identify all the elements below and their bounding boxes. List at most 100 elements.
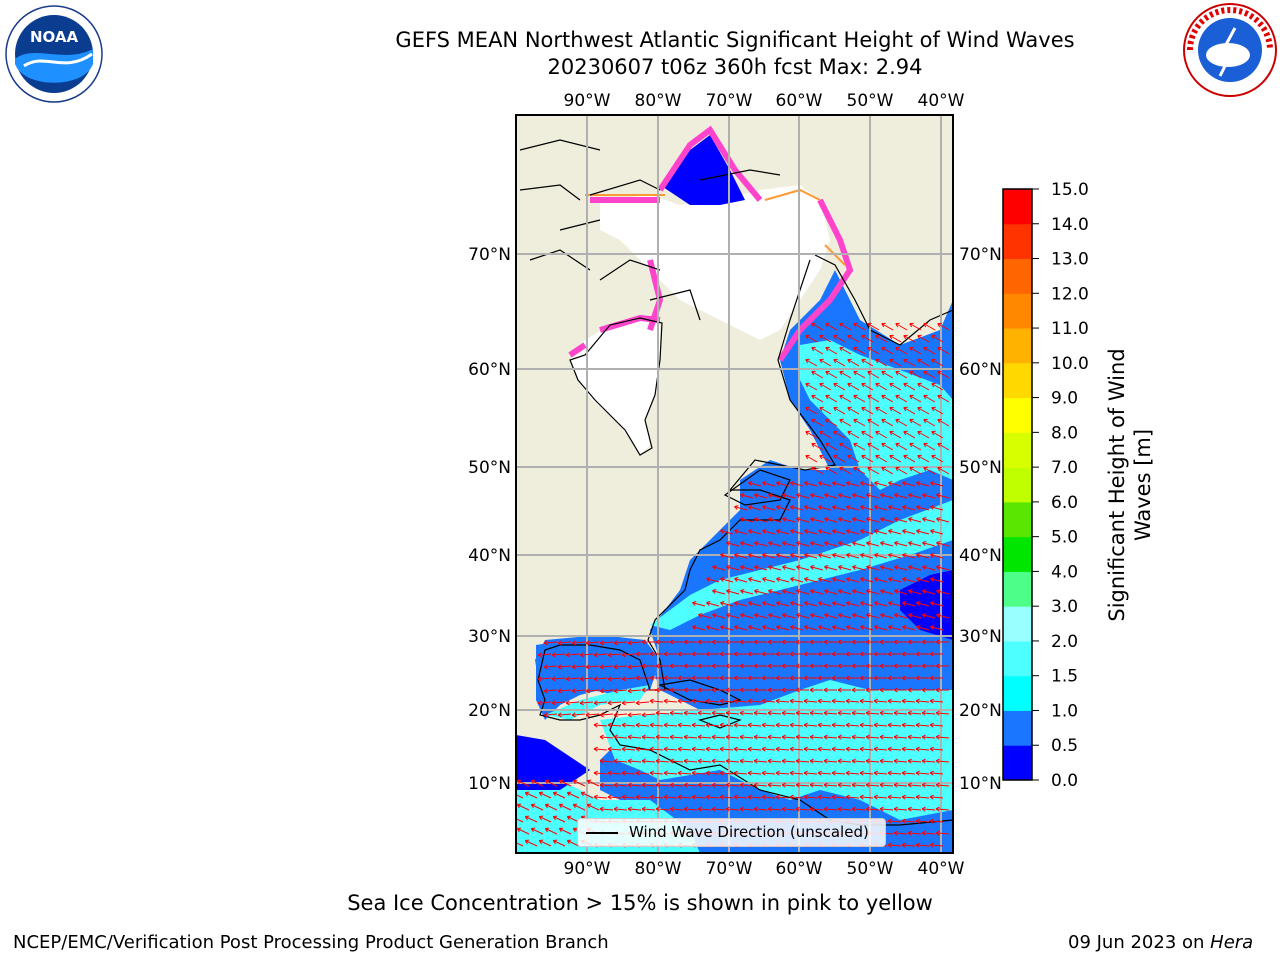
wind-wave-arrow [537,652,552,658]
wind-wave-arrow [818,601,832,607]
wind-wave-arrow [937,370,950,379]
lat-label-left: 40°N [468,546,511,566]
wind-wave-arrow [818,505,832,511]
wind-wave-arrow [894,517,908,523]
wind-wave-arrow [889,334,902,343]
wind-wave-arrow [805,358,818,367]
wind-wave-arrow [697,782,712,788]
wind-wave-arrow [901,675,915,681]
wind-wave-arrow [832,553,846,559]
wind-wave-arrow [833,334,846,343]
wind-wave-arrow [805,454,818,463]
wind-wave-arrow [768,541,782,547]
wind-wave-arrow [810,493,824,499]
wind-wave-arrow [748,481,762,487]
colorbar-tick-label: 3.0 [1051,597,1078,617]
wind-wave-arrow [881,394,894,403]
wind-wave-arrow [851,758,866,764]
wind-wave-arrow [677,746,692,752]
wind-wave-arrow [923,394,936,403]
wind-wave-arrow [767,806,782,812]
lat-label-right: 60°N [959,360,1002,380]
wind-wave-arrow [761,675,775,681]
wind-wave-arrow [824,541,838,547]
wind-wave-arrow [831,675,845,681]
wind-wave-arrow [551,652,566,658]
wind-wave-arrow [879,639,893,645]
wind-wave-arrow [922,493,936,499]
wind-wave-arrow [776,529,790,535]
wind-wave-arrow [719,651,733,657]
wind-wave-arrow [819,406,832,415]
wind-wave-arrow [923,418,936,427]
wind-wave-arrow [811,466,824,475]
wind-wave-arrow [937,418,950,427]
wind-wave-arrow [879,782,894,788]
wind-wave-arrow [922,613,936,619]
wind-wave-arrow [866,493,880,499]
wind-wave-arrow [881,418,894,427]
wind-wave-arrow [915,651,929,657]
wind-wave-arrow [761,651,775,657]
wind-wave-arrow [705,770,720,776]
wind-wave-arrow [916,625,930,631]
wind-wave-arrow [916,553,930,559]
wind-wave-arrow [875,334,888,343]
wind-wave-arrow [795,758,810,764]
wind-wave-arrow [747,794,762,800]
wind-wave-arrow [851,687,865,693]
wind-wave-arrow [762,505,776,511]
legend-label: Wind Wave Direction (unscaled) [629,823,869,841]
wind-wave-arrow [880,565,894,571]
wind-wave-arrow [613,664,628,670]
lon-label-bottom: 50°W [847,859,894,879]
noaa-logo-text: NOAA [30,28,79,46]
wind-wave-arrow [930,601,944,607]
wind-wave-arrow [753,782,768,788]
wind-wave-arrow [734,529,748,535]
wind-wave-arrow [558,827,572,835]
colorbar-segment [1003,501,1032,538]
wind-wave-arrow [875,406,888,415]
wind-wave-arrow [838,517,852,523]
wind-wave-arrow [937,442,950,451]
wind-wave-arrow [768,589,782,595]
wind-wave-arrow [922,541,936,547]
wind-wave-arrow [824,613,838,619]
wind-wave-arrow [865,639,879,645]
wind-wave-arrow [879,758,894,764]
wind-wave-arrow [895,466,908,475]
wind-wave-arrow [887,651,901,657]
wind-wave-arrow [805,406,818,415]
wind-wave-arrow [795,639,809,645]
wind-wave-arrow [888,505,902,511]
wind-wave-arrow [804,481,818,487]
wind-wave-arrow [832,505,846,511]
wind-wave-arrow [845,675,859,681]
wind-wave-arrow [902,601,916,607]
wind-wave-arrow [852,589,866,595]
wind-wave-arrow [915,770,930,776]
wind-wave-arrow [706,625,720,631]
wind-wave-arrow [837,734,852,740]
wind-wave-arrow [641,687,655,693]
wind-wave-arrow [839,322,852,331]
wind-wave-arrow [823,663,837,669]
wind-wave-arrow [852,565,866,571]
wind-wave-arrow [627,640,642,646]
wind-wave-arrow [908,517,922,523]
wind-wave-arrow [697,806,712,812]
wind-wave-arrow [853,442,866,451]
wind-wave-arrow [937,394,950,403]
wind-wave-arrow [838,493,852,499]
wind-wave-arrow [754,493,768,499]
wind-wave-arrow [937,346,950,355]
wind-wave-arrow [831,698,846,704]
wind-wave-arrow [627,782,642,788]
wind-wave-arrow [613,806,628,812]
wind-wave-arrow [805,382,818,391]
wind-wave-arrow [889,358,902,367]
wind-wave-arrow [613,688,628,694]
wind-wave-arrow [761,722,776,728]
wind-wave-arrow [860,505,874,511]
